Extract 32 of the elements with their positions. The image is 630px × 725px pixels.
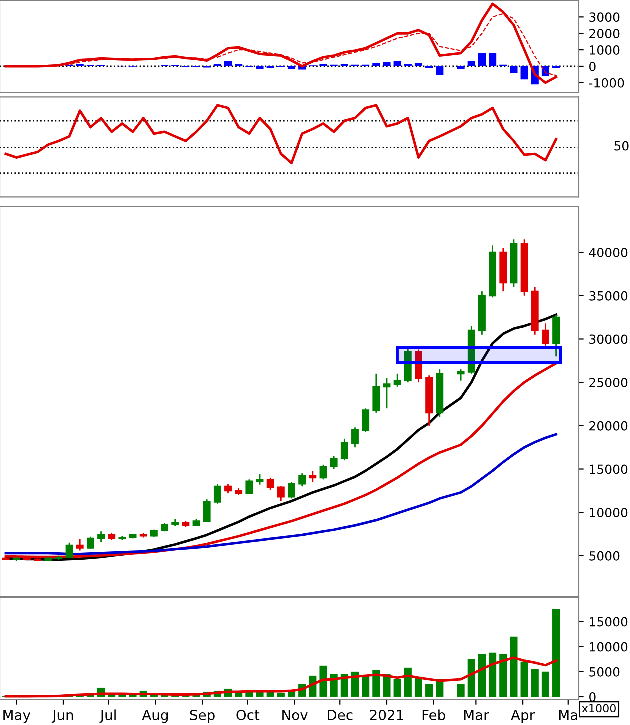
y-tick-label: 30000 [590,334,628,344]
y-tick-label: 40000 [589,248,628,258]
x-tick-label: Dec [328,710,353,720]
y-tick-label: -1000 [589,78,624,88]
x-tick-label: Jun [52,710,74,724]
x-tick-label: Feb [422,710,446,720]
x-tick-label: 2021 [370,710,404,720]
x-tick-label: Sep [190,710,215,724]
y-tick-label: 5000 [590,551,620,561]
x-tick-label: Nov [282,710,308,720]
y-tick-label: 15000 [590,464,628,474]
y-tick-label: 3000 [590,12,620,22]
x-tick-label: Ma [560,710,578,720]
x-tick-label: Aug [142,710,168,724]
x-tick-label: May [4,710,31,724]
y-tick-label: 15000 [590,617,628,627]
y-tick-label: 1000 [590,46,620,55]
text: x1000 [582,704,616,713]
y-tick-label: 0 [590,62,596,72]
y-tick-label: 2000 [590,29,620,39]
x-tick-label: Apr [511,710,536,724]
text: 50 [614,141,629,151]
y-tick-label: 0 [590,692,596,702]
x-tick-label: Mar [464,710,490,720]
y-tick-label: 10000 [590,642,628,652]
x-tick-label: Jul [100,710,116,724]
y-tick-label: 10000 [590,508,628,518]
x-tick-label: Oct [236,710,260,720]
y-tick-label: 25000 [590,378,628,388]
y-tick-label: 35000 [590,291,628,301]
y-tick-label: 5000 [590,667,620,677]
y-tick-label: 20000 [590,421,628,431]
